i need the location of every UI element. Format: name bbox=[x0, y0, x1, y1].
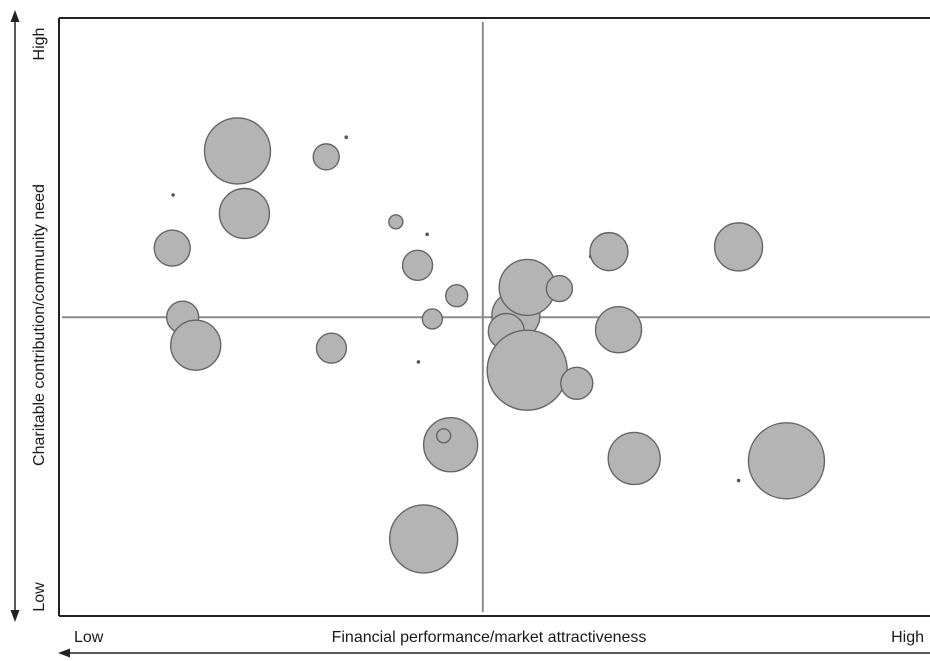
bubble-point-9 bbox=[315, 332, 348, 364]
bubble-point-6 bbox=[153, 229, 191, 267]
bubble-point-26 bbox=[594, 306, 643, 354]
bubble-point-13 bbox=[445, 284, 469, 308]
bubble-point-23 bbox=[435, 428, 452, 444]
bubbles-group bbox=[153, 117, 826, 574]
x-high-label: High bbox=[891, 629, 924, 646]
x-axis-label: Financial performance/market attractiven… bbox=[332, 629, 647, 646]
y-axis-arrow-down-head bbox=[10, 610, 20, 622]
bubble-point-11 bbox=[425, 232, 429, 237]
y-axis-arrow-up-head bbox=[10, 10, 20, 22]
bubble-point-20 bbox=[486, 329, 568, 411]
bubble-point-25 bbox=[589, 231, 629, 272]
bubble-point-19 bbox=[545, 274, 574, 303]
x-axis-arrow-left-head bbox=[58, 648, 70, 658]
bubble-point-3 bbox=[312, 143, 340, 171]
x-axis-arrow bbox=[58, 648, 930, 658]
bubble-point-28 bbox=[713, 222, 764, 272]
y-axis-label: Charitable contribution/community need bbox=[31, 184, 48, 466]
bubble-point-21 bbox=[560, 366, 594, 401]
bubble-point-2 bbox=[218, 187, 271, 240]
bubble-point-8 bbox=[170, 319, 222, 371]
x-low-label: Low bbox=[74, 629, 104, 646]
bubble-point-30 bbox=[736, 478, 741, 483]
bubble-point-1 bbox=[203, 117, 272, 185]
bubble-point-5 bbox=[171, 193, 175, 197]
bubble-point-15 bbox=[416, 360, 421, 364]
bubble-point-10 bbox=[388, 214, 404, 230]
bubble-point-14 bbox=[421, 308, 444, 330]
bubble-point-27 bbox=[607, 431, 661, 486]
y-axis-arrow bbox=[10, 10, 20, 622]
bubble-point-4 bbox=[344, 135, 349, 139]
bubble-point-12 bbox=[401, 249, 434, 282]
y-high-label: High bbox=[31, 28, 48, 61]
bubble-point-22 bbox=[422, 417, 479, 473]
bubble-point-29 bbox=[747, 422, 826, 500]
y-low-label: Low bbox=[31, 582, 48, 612]
plot-frame-group bbox=[58, 17, 930, 617]
bubble-point-31 bbox=[388, 504, 459, 574]
